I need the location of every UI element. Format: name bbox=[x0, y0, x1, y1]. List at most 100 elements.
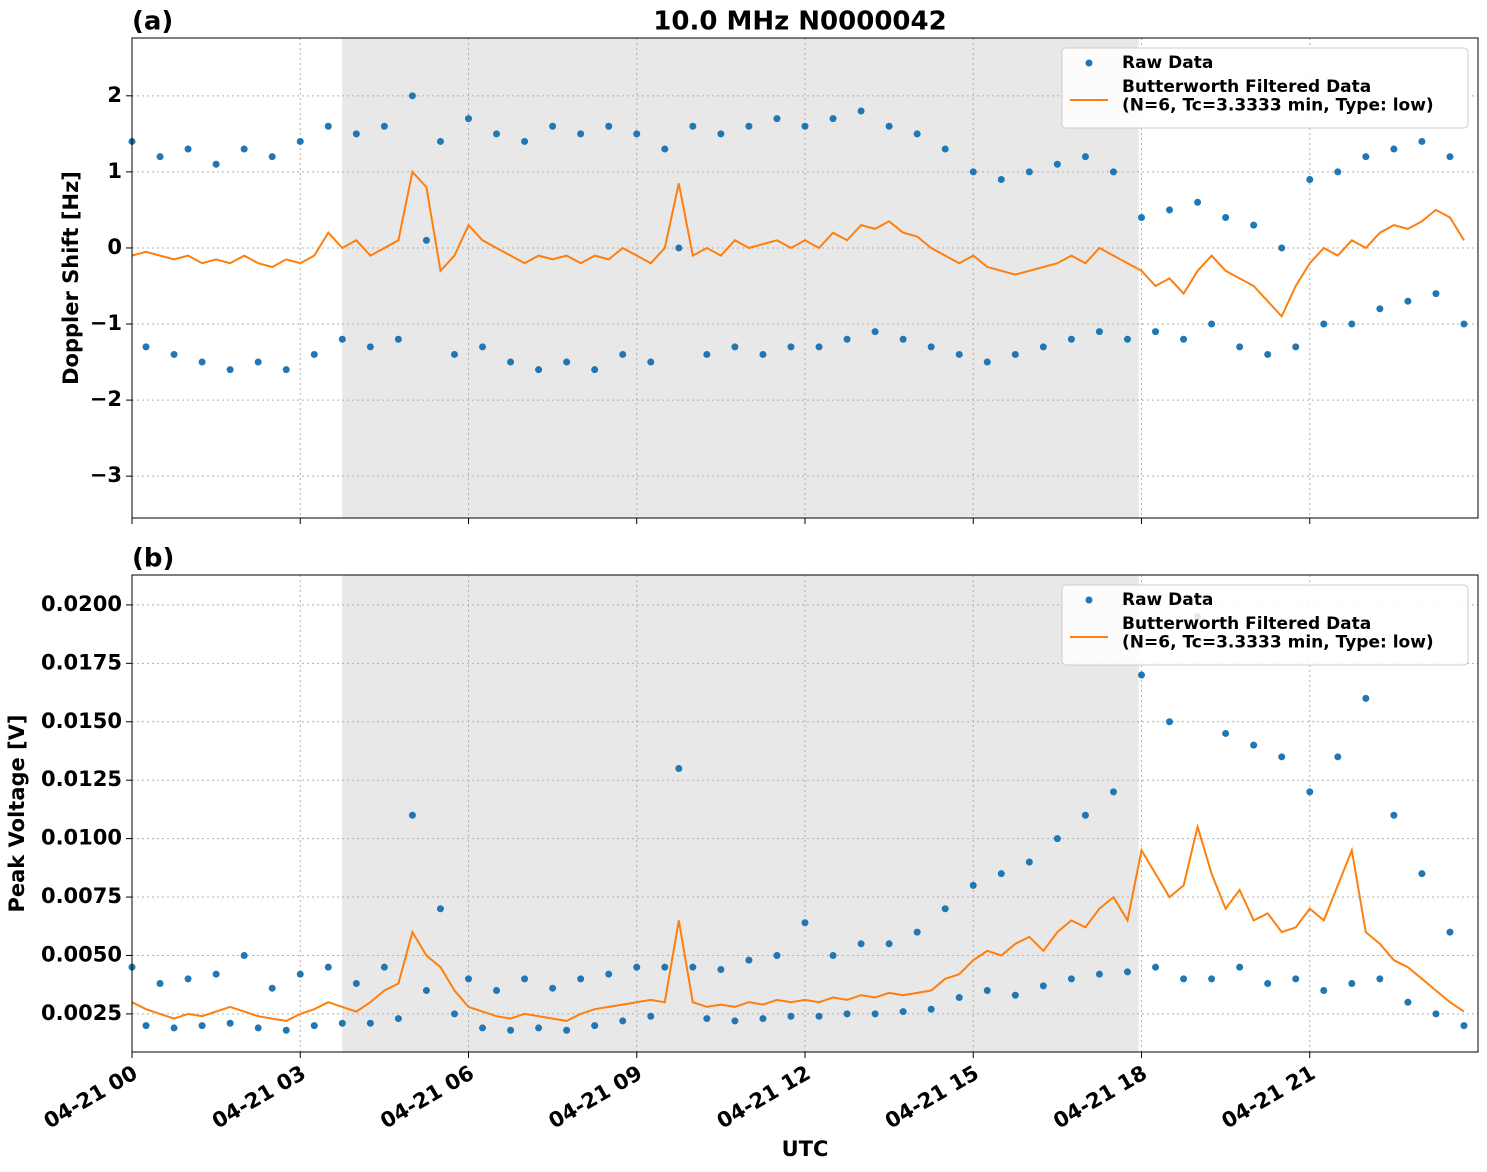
raw-point bbox=[1334, 168, 1342, 176]
raw-point bbox=[605, 122, 613, 130]
raw-point bbox=[1348, 980, 1356, 988]
legend-marker bbox=[1085, 596, 1093, 604]
raw-point bbox=[507, 1026, 515, 1034]
raw-point bbox=[296, 137, 304, 145]
raw-point bbox=[366, 343, 374, 351]
raw-point bbox=[591, 366, 599, 374]
raw-point bbox=[829, 115, 837, 123]
raw-point bbox=[310, 350, 318, 358]
raw-point bbox=[1390, 811, 1398, 819]
raw-point bbox=[759, 1015, 767, 1023]
raw-point bbox=[1264, 350, 1272, 358]
raw-point bbox=[394, 1015, 402, 1023]
raw-point bbox=[1166, 206, 1174, 214]
raw-point bbox=[352, 980, 360, 988]
raw-point bbox=[226, 1019, 234, 1027]
raw-point bbox=[1053, 835, 1061, 843]
y-tick-label: −3 bbox=[90, 463, 122, 487]
raw-point bbox=[1123, 968, 1131, 976]
raw-point bbox=[773, 951, 781, 959]
raw-point bbox=[983, 987, 991, 995]
x-tick-label: 04-21 00 bbox=[40, 1061, 142, 1134]
raw-point bbox=[927, 1005, 935, 1013]
raw-point bbox=[535, 1024, 543, 1032]
raw-point bbox=[212, 970, 220, 978]
raw-point bbox=[689, 122, 697, 130]
raw-point bbox=[240, 951, 248, 959]
raw-point bbox=[1390, 145, 1398, 153]
raw-point bbox=[240, 145, 248, 153]
raw-point bbox=[675, 765, 683, 773]
raw-point bbox=[170, 350, 178, 358]
raw-point bbox=[1194, 198, 1202, 206]
raw-point bbox=[1123, 335, 1131, 343]
panel-label: (a) bbox=[132, 7, 173, 37]
raw-point bbox=[1025, 858, 1033, 866]
raw-point bbox=[815, 343, 823, 351]
raw-point bbox=[1376, 305, 1384, 313]
raw-point bbox=[619, 1017, 627, 1025]
y-tick-label: 0.0200 bbox=[41, 592, 122, 616]
shaded-span bbox=[342, 38, 1139, 518]
raw-point bbox=[1250, 741, 1258, 749]
raw-point bbox=[1446, 153, 1454, 161]
raw-point bbox=[521, 137, 529, 145]
raw-point bbox=[563, 1026, 571, 1034]
raw-point bbox=[1095, 970, 1103, 978]
chart-title: 10.0 MHz N0000042 bbox=[653, 7, 946, 37]
legend-label: Butterworth Filtered Data (N=6, Tc=3.3333… bbox=[1122, 77, 1434, 116]
raw-point bbox=[1095, 328, 1103, 336]
raw-point bbox=[633, 130, 641, 138]
raw-point bbox=[268, 153, 276, 161]
y-tick-label: 0.0175 bbox=[41, 650, 122, 674]
raw-point bbox=[745, 956, 753, 964]
raw-point bbox=[1208, 975, 1216, 983]
raw-point bbox=[969, 881, 977, 889]
y-tick-label: 0.0100 bbox=[41, 826, 122, 850]
raw-point bbox=[829, 951, 837, 959]
raw-point bbox=[380, 963, 388, 971]
raw-point bbox=[717, 966, 725, 974]
y-tick-label: 0.0075 bbox=[41, 884, 122, 908]
raw-point bbox=[605, 970, 613, 978]
y-axis-label: Doppler Shift [Hz] bbox=[59, 171, 83, 385]
raw-point bbox=[1418, 137, 1426, 145]
raw-point bbox=[857, 940, 865, 948]
plot-frame bbox=[131, 37, 1479, 519]
raw-point bbox=[885, 940, 893, 948]
raw-point bbox=[801, 919, 809, 927]
y-tick-label: 1 bbox=[107, 159, 122, 183]
raw-point bbox=[1138, 214, 1145, 222]
raw-point bbox=[1320, 320, 1328, 328]
raw-point bbox=[1222, 214, 1230, 222]
raw-point bbox=[479, 1024, 487, 1032]
raw-point bbox=[1081, 811, 1089, 819]
filtered-line bbox=[131, 169, 1465, 319]
raw-point bbox=[703, 350, 711, 358]
raw-point bbox=[703, 1015, 711, 1023]
legend-box bbox=[1061, 47, 1469, 129]
panel-label: (b) bbox=[132, 544, 174, 574]
raw-point bbox=[815, 1012, 823, 1020]
y-tick-label: 0.0150 bbox=[41, 709, 122, 733]
y-tick-label: 0 bbox=[107, 235, 122, 259]
raw-point bbox=[1404, 998, 1412, 1006]
raw-point bbox=[1081, 153, 1089, 161]
raw-point bbox=[913, 928, 921, 936]
y-tick-label: −2 bbox=[90, 387, 122, 411]
raw-point bbox=[969, 168, 977, 176]
y-axis-label: Peak Voltage [V] bbox=[5, 714, 29, 912]
x-tick-label: 04-21 21 bbox=[1217, 1061, 1319, 1134]
raw-point bbox=[997, 870, 1005, 878]
x-tick-label: 04-21 15 bbox=[881, 1061, 983, 1134]
raw-point bbox=[1236, 343, 1244, 351]
raw-point bbox=[324, 122, 332, 130]
raw-point bbox=[899, 1008, 907, 1016]
raw-point bbox=[871, 1010, 879, 1018]
raw-point bbox=[899, 335, 907, 343]
raw-point bbox=[591, 1022, 599, 1030]
raw-point bbox=[941, 145, 949, 153]
raw-point bbox=[1348, 320, 1356, 328]
raw-point bbox=[1320, 987, 1328, 995]
raw-point bbox=[857, 107, 865, 115]
